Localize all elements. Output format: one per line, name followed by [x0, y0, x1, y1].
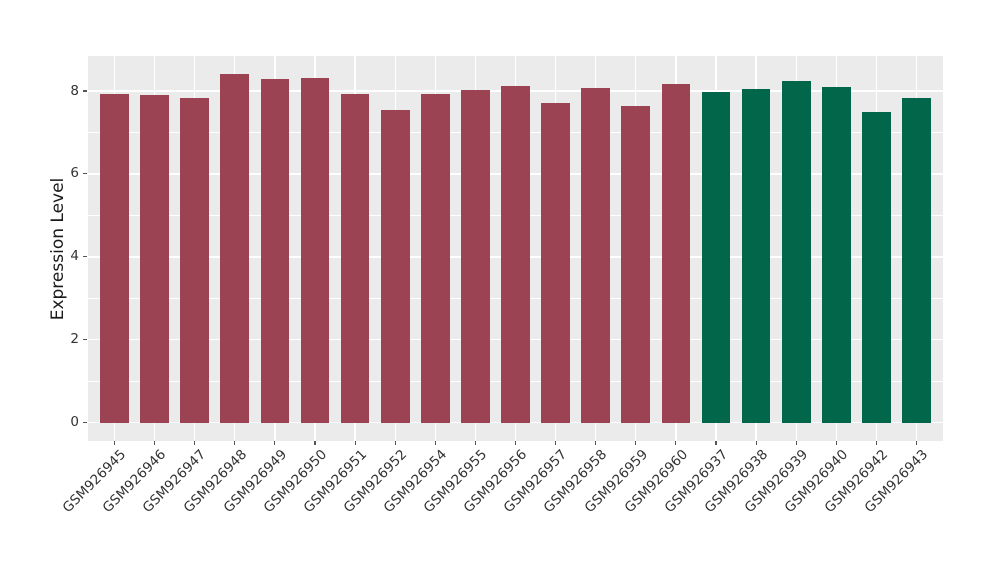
y-tick-6 [83, 173, 87, 175]
bar-GSM926946 [140, 95, 169, 423]
y-tick-8 [83, 90, 87, 92]
bar-GSM926960 [661, 84, 691, 423]
bar-GSM926945 [100, 93, 129, 423]
bar-GSM926949 [260, 78, 290, 423]
bar-GSM926950 [300, 77, 330, 423]
x-tick-GSM926950 [314, 441, 316, 445]
y-tick-label-0: 0 [70, 414, 79, 431]
y-tick-4 [83, 256, 87, 258]
x-tick-GSM926957 [555, 441, 557, 445]
y-tick-2 [83, 339, 87, 341]
x-tick-GSM926938 [755, 441, 757, 445]
bar-GSM926955 [461, 89, 490, 423]
bar-GSM926938 [741, 88, 771, 423]
y-axis-title: Expression Level [48, 177, 68, 320]
x-tick-GSM926947 [194, 441, 196, 445]
bar-GSM926957 [541, 103, 570, 423]
x-tick-GSM926945 [113, 441, 116, 445]
x-tick-GSM926956 [514, 441, 517, 445]
bar-GSM926947 [180, 98, 210, 423]
x-tick-GSM926955 [474, 441, 476, 445]
bar-GSM926940 [821, 86, 851, 423]
x-tick-GSM926949 [274, 441, 276, 445]
bar-GSM926951 [340, 93, 370, 423]
y-tick-label-2: 2 [70, 331, 79, 348]
bar-GSM926943 [902, 98, 931, 423]
x-tick-GSM926939 [795, 441, 797, 445]
x-tick-GSM926951 [354, 441, 356, 445]
y-tick-label-4: 4 [70, 248, 79, 265]
plot-panel [88, 56, 943, 441]
bar-GSM926959 [621, 105, 651, 423]
x-tick-GSM926937 [715, 441, 717, 445]
y-tick-label-6: 6 [70, 165, 79, 182]
x-tick-GSM926952 [394, 441, 396, 445]
x-tick-GSM926948 [234, 441, 236, 445]
bar-GSM926939 [781, 81, 811, 423]
x-tick-GSM926958 [595, 441, 597, 445]
x-tick-GSM926942 [875, 441, 877, 445]
x-tick-GSM926960 [675, 441, 677, 445]
bar-GSM926942 [862, 112, 891, 423]
y-tick-0 [83, 421, 87, 424]
bar-GSM926952 [380, 110, 410, 423]
x-tick-GSM926954 [434, 441, 436, 445]
bar-GSM926958 [581, 87, 611, 423]
bar-GSM926956 [501, 86, 530, 423]
bar-GSM926954 [420, 94, 450, 423]
bar-GSM926948 [220, 74, 250, 423]
x-tick-GSM926940 [835, 441, 837, 445]
x-tick-GSM926959 [635, 441, 637, 445]
x-tick-GSM926946 [154, 441, 156, 445]
bar-GSM926937 [701, 91, 731, 423]
y-tick-label-8: 8 [70, 82, 79, 99]
x-tick-GSM926943 [915, 441, 918, 445]
